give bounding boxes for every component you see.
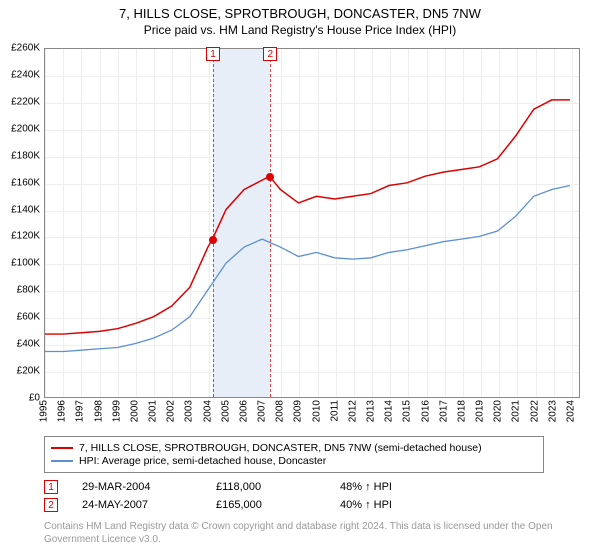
sale-pct: 40% ↑ HPI xyxy=(340,499,440,511)
y-tick-label: £60K xyxy=(17,312,40,323)
y-tick-label: £180K xyxy=(11,150,40,161)
y-tick-label: £20K xyxy=(17,366,40,377)
x-tick-label: 2018 xyxy=(456,400,467,422)
page-subtitle: Price paid vs. HM Land Registry's House … xyxy=(0,23,600,37)
sale-price: £118,000 xyxy=(216,481,316,493)
series-svg xyxy=(45,49,579,397)
x-tick-label: 2014 xyxy=(384,400,395,422)
legend-label: HPI: Average price, semi-detached house,… xyxy=(79,455,326,467)
x-tick-label: 2016 xyxy=(420,400,431,422)
legend-swatch xyxy=(51,447,73,449)
legend-item: HPI: Average price, semi-detached house,… xyxy=(51,455,537,467)
x-tick-label: 2022 xyxy=(529,400,540,422)
x-tick-label: 2017 xyxy=(438,400,449,422)
legend-label: 7, HILLS CLOSE, SPROTBROUGH, DONCASTER, … xyxy=(79,442,482,454)
x-tick-label: 2002 xyxy=(166,400,177,422)
x-tick-label: 2001 xyxy=(148,400,159,422)
x-tick-label: 2010 xyxy=(311,400,322,422)
x-tick-label: 2004 xyxy=(202,400,213,422)
sales-table: 1 29-MAR-2004 £118,000 48% ↑ HPI 2 24-MAY-200… xyxy=(44,480,564,546)
x-tick-label: 2007 xyxy=(257,400,268,422)
x-tick-label: 2020 xyxy=(493,400,504,422)
x-tick-label: 1998 xyxy=(93,400,104,422)
x-tick-label: 1997 xyxy=(75,400,86,422)
y-tick-label: £200K xyxy=(11,123,40,134)
sale-row: 1 29-MAR-2004 £118,000 48% ↑ HPI xyxy=(44,480,564,494)
x-tick-label: 2000 xyxy=(129,400,140,422)
x-tick-label: 2013 xyxy=(366,400,377,422)
x-tick-label: 2009 xyxy=(293,400,304,422)
x-tick-label: 2012 xyxy=(347,400,358,422)
x-tick-label: 1996 xyxy=(57,400,68,422)
x-tick-label: 2021 xyxy=(511,400,522,422)
sale-price: £165,000 xyxy=(216,499,316,511)
y-tick-label: £240K xyxy=(11,69,40,80)
sale-row: 2 24-MAY-2007 £165,000 40% ↑ HPI xyxy=(44,498,564,512)
series-line xyxy=(45,100,570,334)
x-tick-label: 2005 xyxy=(220,400,231,422)
y-tick-label: £80K xyxy=(17,285,40,296)
x-tick-label: 2023 xyxy=(547,400,558,422)
page-title: 7, HILLS CLOSE, SPROTBROUGH, DONCASTER, … xyxy=(0,6,600,21)
legend: 7, HILLS CLOSE, SPROTBROUGH, DONCASTER, … xyxy=(44,436,544,473)
y-tick-label: £120K xyxy=(11,231,40,242)
y-tick-label: £160K xyxy=(11,177,40,188)
sale-date: 29-MAR-2004 xyxy=(82,481,192,493)
x-tick-label: 2003 xyxy=(184,400,195,422)
legend-item: 7, HILLS CLOSE, SPROTBROUGH, DONCASTER, … xyxy=(51,442,537,454)
sale-date: 24-MAY-2007 xyxy=(82,499,192,511)
x-tick-label: 2015 xyxy=(402,400,413,422)
chart: £0£20K£40K£60K£80K£100K£120K£140K£160K£1… xyxy=(44,48,580,398)
y-tick-label: £100K xyxy=(11,258,40,269)
y-tick-label: £140K xyxy=(11,204,40,215)
plot-area: 12 xyxy=(44,48,580,398)
x-tick-label: 2024 xyxy=(565,400,576,422)
x-tick-label: 1995 xyxy=(39,400,50,422)
sale-pct: 48% ↑ HPI xyxy=(340,481,440,493)
x-tick-label: 2006 xyxy=(238,400,249,422)
x-tick-label: 1999 xyxy=(111,400,122,422)
y-tick-label: £220K xyxy=(11,96,40,107)
sale-number-box: 1 xyxy=(44,480,58,494)
y-tick-label: £260K xyxy=(11,43,40,54)
x-tick-label: 2011 xyxy=(329,400,340,422)
sale-number-box: 2 xyxy=(44,498,58,512)
x-tick-label: 2008 xyxy=(275,400,286,422)
disclaimer: Contains HM Land Registry data © Crown c… xyxy=(44,520,564,546)
legend-swatch xyxy=(51,460,73,462)
x-tick-label: 2019 xyxy=(475,400,486,422)
y-tick-label: £40K xyxy=(17,339,40,350)
